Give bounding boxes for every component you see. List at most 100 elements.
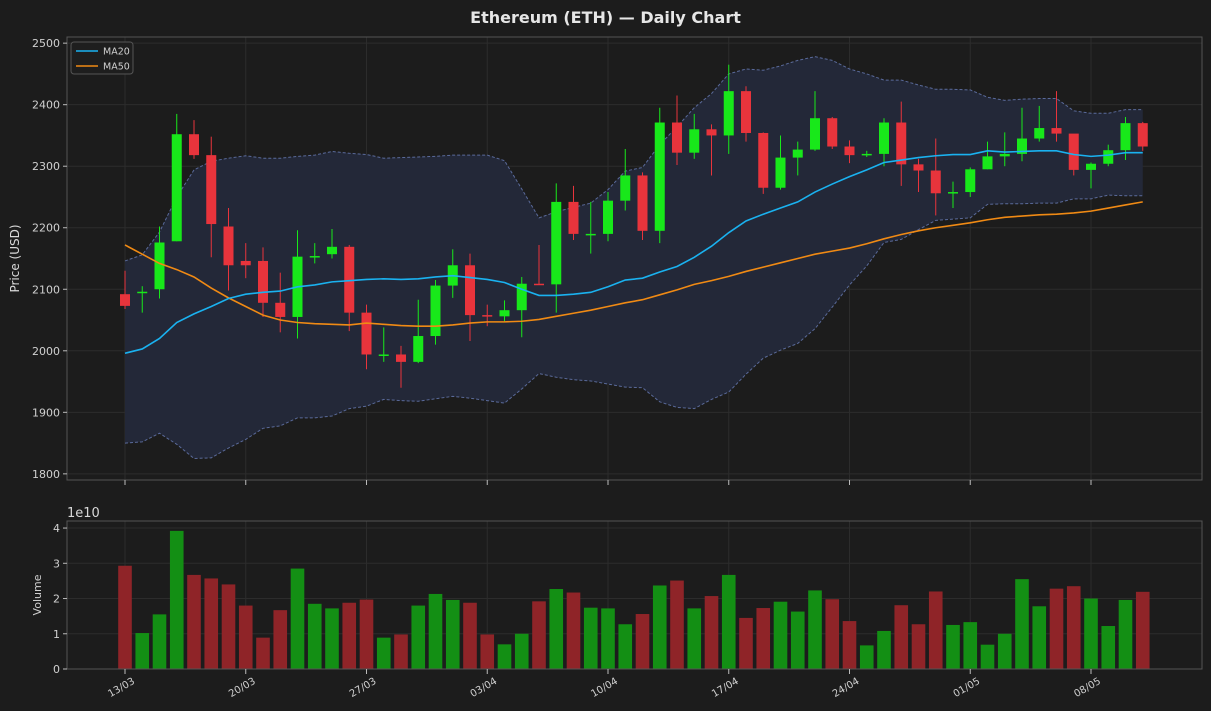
candle: [378, 327, 389, 362]
candle: [948, 181, 958, 209]
candle-body: [240, 260, 251, 266]
candle: [275, 272, 286, 333]
volume-bar: [445, 599, 460, 669]
bollinger-band-fill: [125, 56, 1143, 459]
volume-bar: [273, 610, 288, 669]
candle: [1034, 105, 1045, 142]
candle: [171, 113, 182, 242]
volume-bar: [532, 601, 546, 669]
candle-body: [585, 233, 596, 236]
candle: [516, 276, 527, 338]
candle: [861, 150, 872, 157]
chart-title: Ethereum (ETH) — Daily Chart: [470, 8, 741, 27]
candle-body: [982, 156, 993, 170]
candle: [982, 141, 993, 170]
candle-body: [741, 91, 751, 133]
candle-body: [999, 153, 1010, 157]
volume-bar: [842, 621, 857, 669]
volume-bar: [635, 614, 650, 669]
candle: [534, 244, 544, 286]
y-tick-label: 1: [53, 628, 60, 641]
x-tick-label: 01/05: [952, 676, 982, 700]
candle: [413, 299, 424, 364]
candle-body: [171, 134, 182, 242]
candle: [568, 185, 579, 241]
volume-bar: [566, 592, 581, 669]
candle-body: [568, 201, 579, 234]
volume-bar: [652, 585, 667, 669]
volume-bar: [704, 596, 719, 669]
candle: [620, 148, 631, 211]
candle: [1137, 121, 1148, 151]
candle-body: [396, 354, 406, 362]
y-tick-label: 1900: [32, 406, 60, 419]
volume-bar: [394, 634, 408, 669]
volume-bar: [1101, 626, 1116, 669]
y-tick-label: 2000: [32, 345, 60, 358]
candle: [706, 124, 717, 176]
y-tick-label: 0: [53, 663, 60, 676]
candle: [396, 345, 406, 388]
x-tick-label: 17/04: [710, 676, 740, 700]
candle: [810, 91, 820, 151]
candle: [741, 86, 751, 142]
candle: [999, 132, 1010, 167]
volume-bar: [1084, 598, 1098, 669]
volume-bar: [963, 622, 978, 669]
candle: [603, 192, 613, 242]
volume-bar: [135, 633, 150, 669]
volume-bar: [980, 644, 995, 669]
candle: [896, 101, 907, 186]
candle-body: [361, 312, 372, 355]
candle-body: [689, 129, 700, 153]
volume-bar: [238, 605, 253, 669]
volume-bar: [1118, 599, 1133, 669]
x-tick-label: 27/03: [348, 676, 378, 700]
candle: [465, 253, 475, 341]
volume-bar: [877, 630, 891, 669]
x-tick-label: 20/03: [227, 676, 257, 700]
legend: MA20 MA50: [70, 41, 134, 75]
volume-bar: [583, 607, 598, 669]
candle-body: [603, 200, 613, 234]
candle-body: [516, 283, 527, 311]
candle-body: [534, 283, 544, 286]
candle-body: [948, 192, 958, 194]
candle-body: [378, 354, 389, 356]
candle-body: [413, 336, 424, 362]
candle: [792, 141, 803, 176]
candle-body: [775, 157, 786, 188]
volume-bar: [290, 568, 305, 669]
candle-body: [654, 122, 665, 231]
y-tick-label: 4: [53, 522, 60, 535]
candle-body: [1086, 163, 1096, 170]
volume-bar: [204, 578, 219, 669]
volume-bar: [721, 574, 736, 669]
candle: [189, 120, 199, 159]
volume-bar: [411, 605, 426, 669]
candle-body: [913, 164, 924, 171]
candle-body: [154, 242, 165, 290]
candle-body: [189, 134, 199, 156]
candle: [1051, 91, 1062, 142]
candle: [758, 132, 769, 194]
candle: [499, 300, 510, 322]
candle-body: [499, 310, 510, 317]
volume-bar: [601, 608, 615, 669]
candle: [965, 167, 976, 197]
candle-body: [344, 246, 355, 313]
candle-body: [120, 294, 130, 306]
y-tick-label: 2300: [32, 160, 60, 173]
bollinger-upper-line: [124, 56, 1143, 262]
volume-bar: [946, 624, 960, 669]
candle: [775, 135, 786, 190]
y-tick-label: 2200: [32, 222, 60, 235]
candle-body: [275, 302, 286, 317]
volume-bar: [1032, 606, 1047, 669]
candle: [930, 138, 941, 216]
volume-bar: [1015, 579, 1029, 669]
volume-bar: [256, 637, 270, 669]
x-tick-label: 08/05: [1072, 676, 1102, 700]
bollinger-lower-line: [124, 194, 1143, 459]
candle: [913, 158, 924, 193]
